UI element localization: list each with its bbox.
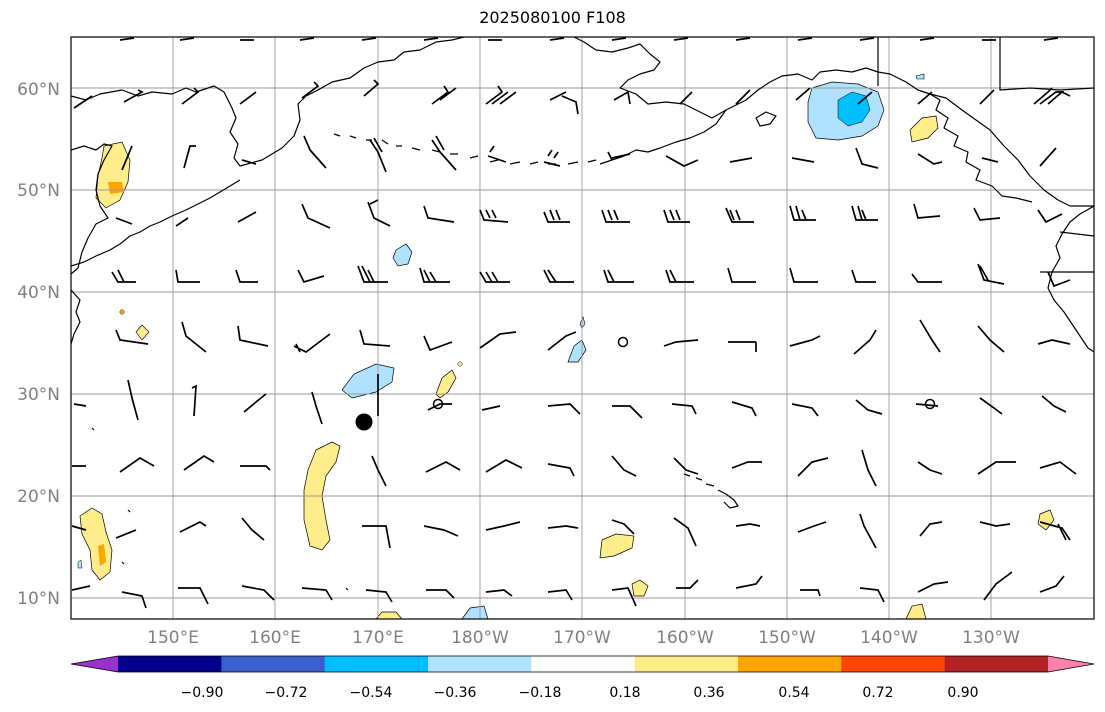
colorbar-tick: 0.18 xyxy=(609,685,640,701)
colorbar-segment xyxy=(221,656,326,672)
shaded-contours xyxy=(77,73,1055,619)
positive-anomaly-area xyxy=(119,309,125,315)
lon-label: 170°E xyxy=(352,628,404,648)
colorbar-segment xyxy=(118,656,222,672)
positive-anomaly-core xyxy=(98,544,106,566)
negative-anomaly-area xyxy=(341,363,395,399)
colorbar-tick-labels: −0.90 −0.72 −0.54 −0.36 −0.18 0.18 0.36 … xyxy=(181,685,979,701)
positive-anomaly-area xyxy=(435,369,457,399)
positive-anomaly-area xyxy=(79,507,113,581)
lat-label: 50°N xyxy=(17,181,60,201)
positive-anomaly-area xyxy=(599,533,635,559)
negative-anomaly-area xyxy=(461,605,489,619)
positive-anomaly-core xyxy=(108,182,124,194)
cyclone-center-marker xyxy=(355,413,373,431)
coastline-canada-inland xyxy=(1040,231,1094,273)
positive-anomaly-area xyxy=(631,579,649,597)
lat-label: 40°N xyxy=(17,283,60,303)
lon-label: 140°W xyxy=(860,628,918,648)
calm-wind-marker xyxy=(432,398,444,410)
colorbar-tick: −0.90 xyxy=(181,685,224,701)
lat-label: 30°N xyxy=(17,385,60,405)
negative-anomaly-area xyxy=(567,339,587,363)
coastline-alaska-peninsula xyxy=(599,109,727,165)
lat-label: 10°N xyxy=(17,589,60,609)
colorbar-segment xyxy=(531,656,636,672)
colorbar-segment xyxy=(841,656,946,672)
coastline-islands xyxy=(91,427,349,591)
lat-label: 60°N xyxy=(17,80,60,100)
wind-barbs xyxy=(71,37,1077,609)
negative-anomaly-area xyxy=(77,559,83,569)
coastline-alaska xyxy=(573,37,1094,207)
colorbar-tick: 0.72 xyxy=(862,685,893,701)
coastline-kamchatka xyxy=(71,143,113,275)
coastline-hawaii xyxy=(683,473,739,509)
coastline-se-alaska xyxy=(929,93,1033,203)
positive-anomaly-area xyxy=(905,603,927,619)
lon-label: 170°W xyxy=(553,628,611,648)
negative-anomaly-area xyxy=(579,316,586,329)
lon-label: 150°W xyxy=(758,628,816,648)
colorbar-tick: −0.72 xyxy=(265,685,308,701)
colorbar-extend-min xyxy=(71,656,118,672)
lon-label: 160°W xyxy=(656,628,714,648)
coastline-okhotsk xyxy=(71,179,241,267)
colorbar-segment xyxy=(944,656,1049,672)
lon-label: 180°W xyxy=(451,628,509,648)
coastline-canada xyxy=(1047,205,1094,353)
colorbar-tick: −0.36 xyxy=(434,685,477,701)
map-area xyxy=(71,37,1094,619)
colorbar-segment xyxy=(634,656,739,672)
coastline-kodiak xyxy=(755,111,777,127)
negative-anomaly-area xyxy=(915,73,925,80)
colorbar-segment xyxy=(324,656,429,672)
colorbar-tick: −0.54 xyxy=(350,685,393,701)
map-frame xyxy=(70,36,1095,620)
lon-label: 160°E xyxy=(249,628,301,648)
positive-anomaly-area xyxy=(135,324,150,341)
colorbar-extend-max xyxy=(1048,656,1094,672)
longitude-labels: 150°E 160°E 170°E 180°W 170°W 160°W 150°… xyxy=(147,628,1020,648)
positive-anomaly-area xyxy=(1037,509,1055,531)
lon-label: 130°W xyxy=(962,628,1020,648)
colorbar-tick: −0.18 xyxy=(519,685,562,701)
colorbar-outline xyxy=(70,655,1095,673)
coastline-aleutians xyxy=(333,133,597,165)
latitude-labels: 60°N 50°N 40°N 30°N 20°N 10°N xyxy=(17,80,60,609)
coastline-border xyxy=(877,37,1094,91)
colorbar-tick: 0.90 xyxy=(947,685,978,701)
negative-anomaly-area xyxy=(392,243,413,267)
lon-label: 150°E xyxy=(147,628,199,648)
calm-wind-marker xyxy=(617,336,629,348)
positive-anomaly-area xyxy=(457,361,463,367)
coastline-siberia xyxy=(71,37,465,167)
gridlines xyxy=(71,37,1094,619)
colorbar-tick: 0.36 xyxy=(693,685,724,701)
lat-label: 20°N xyxy=(17,487,60,507)
positive-anomaly-area xyxy=(375,611,403,619)
colorbar-segment xyxy=(428,656,532,672)
positive-anomaly-area xyxy=(909,115,939,143)
colorbar-tick: 0.54 xyxy=(778,685,809,701)
coastline-japan xyxy=(71,289,81,345)
colorbar-segment xyxy=(738,656,842,672)
colorbar xyxy=(70,655,1095,673)
positive-anomaly-area xyxy=(95,141,131,209)
coastlines xyxy=(71,37,1094,591)
map-title: 2025080100 F108 xyxy=(479,8,626,27)
calm-wind-marker xyxy=(924,398,936,410)
